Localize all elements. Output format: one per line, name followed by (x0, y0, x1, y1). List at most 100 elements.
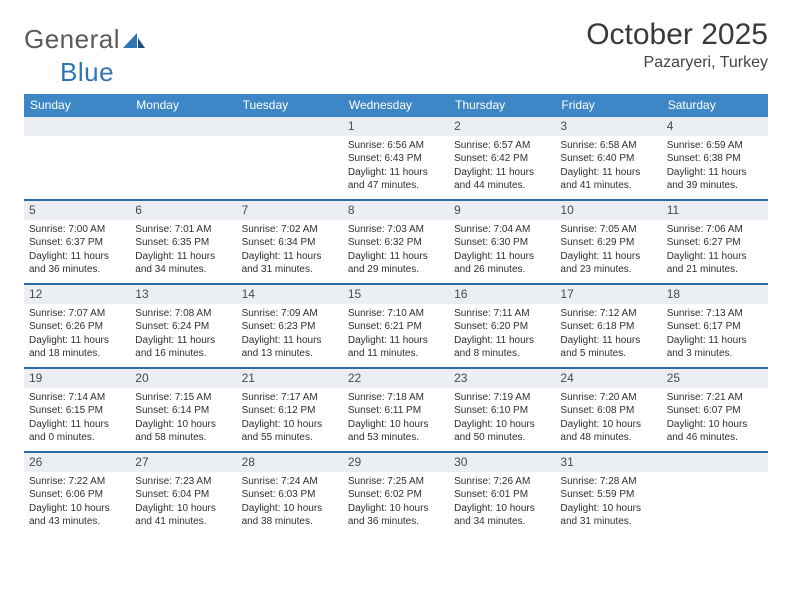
sunset-line: Sunset: 6:08 PM (560, 404, 656, 418)
day-body (24, 136, 130, 186)
daylight-line: Daylight: 11 hours and 41 minutes. (560, 166, 656, 193)
daylight-line: Daylight: 11 hours and 16 minutes. (135, 334, 231, 361)
day-number: 11 (662, 201, 768, 220)
day-number: 22 (343, 369, 449, 388)
daylight-line: Daylight: 10 hours and 31 minutes. (560, 502, 656, 529)
sunrise-line: Sunrise: 7:17 AM (242, 391, 338, 405)
day-cell (24, 117, 130, 199)
daylight-line: Daylight: 10 hours and 55 minutes. (242, 418, 338, 445)
sunset-line: Sunset: 6:10 PM (454, 404, 550, 418)
sunset-line: Sunset: 6:23 PM (242, 320, 338, 334)
day-cell: 17Sunrise: 7:12 AMSunset: 6:18 PMDayligh… (555, 285, 661, 367)
sunset-line: Sunset: 6:38 PM (667, 152, 763, 166)
day-body: Sunrise: 7:25 AMSunset: 6:02 PMDaylight:… (343, 472, 449, 535)
daylight-line: Daylight: 11 hours and 11 minutes. (348, 334, 444, 361)
dow-cell: Tuesday (237, 94, 343, 117)
sunrise-line: Sunrise: 7:00 AM (29, 223, 125, 237)
day-body: Sunrise: 6:58 AMSunset: 6:40 PMDaylight:… (555, 136, 661, 199)
day-cell: 11Sunrise: 7:06 AMSunset: 6:27 PMDayligh… (662, 201, 768, 283)
day-body: Sunrise: 7:12 AMSunset: 6:18 PMDaylight:… (555, 304, 661, 367)
day-body: Sunrise: 7:00 AMSunset: 6:37 PMDaylight:… (24, 220, 130, 283)
sunrise-line: Sunrise: 6:57 AM (454, 139, 550, 153)
day-body: Sunrise: 7:21 AMSunset: 6:07 PMDaylight:… (662, 388, 768, 451)
sunrise-line: Sunrise: 7:04 AM (454, 223, 550, 237)
day-cell: 23Sunrise: 7:19 AMSunset: 6:10 PMDayligh… (449, 369, 555, 451)
day-cell: 26Sunrise: 7:22 AMSunset: 6:06 PMDayligh… (24, 453, 130, 535)
daylight-line: Daylight: 11 hours and 21 minutes. (667, 250, 763, 277)
sunrise-line: Sunrise: 7:21 AM (667, 391, 763, 405)
logo-text: GeneralBlue (24, 24, 146, 88)
day-body: Sunrise: 7:18 AMSunset: 6:11 PMDaylight:… (343, 388, 449, 451)
day-number: 2 (449, 117, 555, 136)
daylight-line: Daylight: 11 hours and 23 minutes. (560, 250, 656, 277)
sunset-line: Sunset: 6:37 PM (29, 236, 125, 250)
daylight-line: Daylight: 10 hours and 53 minutes. (348, 418, 444, 445)
daylight-line: Daylight: 10 hours and 41 minutes. (135, 502, 231, 529)
dow-cell: Sunday (24, 94, 130, 117)
day-body: Sunrise: 7:02 AMSunset: 6:34 PMDaylight:… (237, 220, 343, 283)
day-number: 25 (662, 369, 768, 388)
day-cell: 27 Sunrise: 7:23 AMSunset: 6:04 PMDayligh… (130, 453, 236, 535)
day-number: 5 (24, 201, 130, 220)
sunrise-line: Sunrise: 7:12 AM (560, 307, 656, 321)
month-title: October 2025 (586, 18, 768, 52)
day-number: 29 (343, 453, 449, 472)
sunset-line: Sunset: 6:07 PM (667, 404, 763, 418)
day-cell: 28Sunrise: 7:24 AMSunset: 6:03 PMDayligh… (237, 453, 343, 535)
sunrise-line: Sunrise: 7:25 AM (348, 475, 444, 489)
sunset-line: Sunset: 6:04 PM (135, 488, 231, 502)
sunset-line: Sunset: 6:43 PM (348, 152, 444, 166)
sunrise-line: Sunrise: 7:02 AM (242, 223, 338, 237)
sunrise-line: Sunrise: 7:07 AM (29, 307, 125, 321)
sunrise-line: Sunrise: 7:15 AM (135, 391, 231, 405)
week-row: 19Sunrise: 7:14 AMSunset: 6:15 PMDayligh… (24, 369, 768, 453)
day-body: Sunrise: 7:11 AMSunset: 6:20 PMDaylight:… (449, 304, 555, 367)
day-number (130, 117, 236, 136)
daylight-line: Daylight: 11 hours and 8 minutes. (454, 334, 550, 361)
day-number: 9 (449, 201, 555, 220)
day-cell: 16Sunrise: 7:11 AMSunset: 6:20 PMDayligh… (449, 285, 555, 367)
sunrise-line: Sunrise: 7:23 AM (135, 475, 231, 489)
daylight-line: Daylight: 10 hours and 58 minutes. (135, 418, 231, 445)
sunrise-line: Sunrise: 7:08 AM (135, 307, 231, 321)
day-body (662, 472, 768, 522)
day-cell: 5Sunrise: 7:00 AMSunset: 6:37 PMDaylight… (24, 201, 130, 283)
day-cell: 24Sunrise: 7:20 AMSunset: 6:08 PMDayligh… (555, 369, 661, 451)
daylight-line: Daylight: 10 hours and 46 minutes. (667, 418, 763, 445)
day-body: Sunrise: 7:03 AMSunset: 6:32 PMDaylight:… (343, 220, 449, 283)
day-body (237, 136, 343, 186)
sunset-line: Sunset: 6:20 PM (454, 320, 550, 334)
day-cell: 25Sunrise: 7:21 AMSunset: 6:07 PMDayligh… (662, 369, 768, 451)
day-number: 27 (130, 453, 236, 472)
daylight-line: Daylight: 11 hours and 5 minutes. (560, 334, 656, 361)
day-number: 10 (555, 201, 661, 220)
sunrise-line: Sunrise: 7:20 AM (560, 391, 656, 405)
daylight-line: Daylight: 10 hours and 36 minutes. (348, 502, 444, 529)
day-body: Sunrise: 7:17 AMSunset: 6:12 PMDaylight:… (237, 388, 343, 451)
sunset-line: Sunset: 6:17 PM (667, 320, 763, 334)
daylight-line: Daylight: 10 hours and 34 minutes. (454, 502, 550, 529)
day-body: Sunrise: 6:59 AMSunset: 6:38 PMDaylight:… (662, 136, 768, 199)
day-cell: 29Sunrise: 7:25 AMSunset: 6:02 PMDayligh… (343, 453, 449, 535)
day-body (130, 136, 236, 186)
dow-cell: Friday (555, 94, 661, 117)
sunset-line: Sunset: 6:12 PM (242, 404, 338, 418)
day-body: Sunrise: 7:06 AMSunset: 6:27 PMDaylight:… (662, 220, 768, 283)
day-number: 26 (24, 453, 130, 472)
sunset-line: Sunset: 6:11 PM (348, 404, 444, 418)
sunset-line: Sunset: 6:30 PM (454, 236, 550, 250)
day-number: 21 (237, 369, 343, 388)
sunrise-line: Sunrise: 7:01 AM (135, 223, 231, 237)
day-cell: 22Sunrise: 7:18 AMSunset: 6:11 PMDayligh… (343, 369, 449, 451)
sunrise-line: Sunrise: 7:10 AM (348, 307, 444, 321)
sunrise-line: Sunrise: 7:14 AM (29, 391, 125, 405)
day-body: Sunrise: 7:14 AMSunset: 6:15 PMDaylight:… (24, 388, 130, 451)
sunset-line: Sunset: 6:06 PM (29, 488, 125, 502)
day-cell: 8Sunrise: 7:03 AMSunset: 6:32 PMDaylight… (343, 201, 449, 283)
day-cell: 19Sunrise: 7:14 AMSunset: 6:15 PMDayligh… (24, 369, 130, 451)
sunrise-line: Sunrise: 7:03 AM (348, 223, 444, 237)
calendar: SundayMondayTuesdayWednesdayThursdayFrid… (24, 94, 768, 535)
sunrise-line: Sunrise: 6:56 AM (348, 139, 444, 153)
header: GeneralBlue October 2025 Pazaryeri, Turk… (24, 18, 768, 88)
sunrise-line: Sunrise: 7:13 AM (667, 307, 763, 321)
